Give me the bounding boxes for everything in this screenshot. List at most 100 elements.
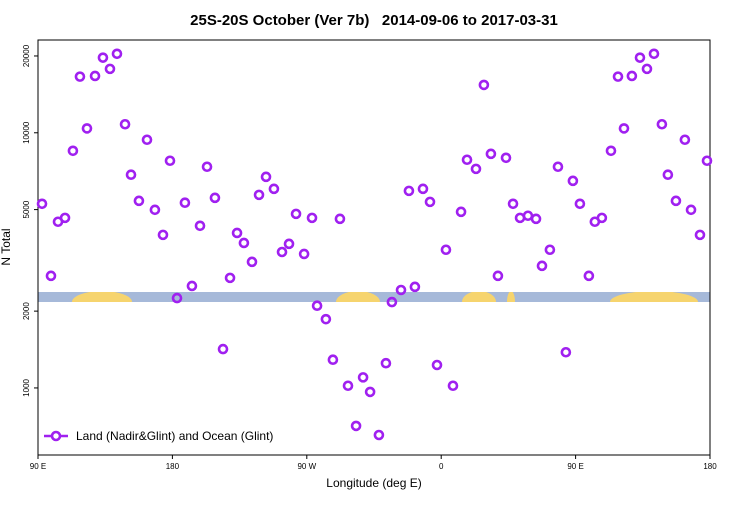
data-point [311,300,323,312]
y-tick-label: 5000 [22,200,31,218]
data-point [447,380,459,392]
data-point [596,212,608,224]
data-point [431,359,443,371]
data-point [260,171,272,183]
data-point [679,134,691,146]
data-point [81,123,93,134]
data-point [380,357,392,369]
data-point [440,244,452,256]
data-point [648,48,660,60]
data-point [560,346,572,358]
data-point [276,246,288,258]
data-point [409,281,421,293]
land-patch [610,292,698,302]
data-point [283,238,295,250]
data-point [290,208,302,220]
data-point [670,195,682,207]
data-point [507,198,519,210]
data-point [656,118,668,130]
data-point [641,63,653,75]
data-point [685,204,697,216]
data-point [253,189,265,201]
x-axis-label: Longitude (deg E) [326,476,421,490]
data-point [605,145,617,157]
data-point [364,386,376,398]
data-point [662,169,674,181]
data-point [157,229,169,241]
plot-frame [37,39,711,456]
data-point [530,213,542,225]
data-point [626,70,638,82]
data-point [320,313,332,325]
y-tick-label: 10000 [22,121,31,144]
data-point [171,292,183,304]
data-point [417,183,429,195]
data-point [179,197,191,209]
data-point [552,161,564,173]
data-point [125,169,137,181]
x-tick-label: 90 E [567,462,583,471]
land-patch [507,292,515,302]
data-point [492,270,504,282]
data-point [357,372,369,383]
data-point [536,260,548,272]
data-point [485,148,497,160]
x-tick-label: 180 [703,462,717,471]
y-tick-label: 20000 [22,44,31,67]
data-point [194,220,206,232]
data-point [298,248,310,260]
data-point [59,212,71,224]
data-point [386,296,398,308]
data-point [350,420,362,432]
land-patch [336,292,380,302]
data-point [164,155,176,167]
data-point [209,192,221,204]
land-patch [462,292,496,302]
land-patch [72,292,132,302]
data-point [104,63,116,75]
y-axis-label: N Total [0,228,13,265]
data-point [186,280,198,292]
data-point [45,270,57,282]
legend-marker [50,430,62,442]
data-point [74,71,86,82]
data-point [634,52,646,63]
data-point [342,380,354,392]
data-point [500,152,512,164]
data-point [327,354,339,366]
data-point [67,145,79,157]
data-point [424,196,436,208]
data-point [583,270,595,282]
data-point [403,185,415,197]
data-point [268,183,280,195]
data-point [111,48,123,60]
data-point [246,256,258,268]
data-point [217,343,229,355]
chart-title: 25S-20S October (Ver 7b) 2014-09-06 to 2… [190,12,558,29]
data-point [97,52,109,63]
data-point [567,175,579,187]
data-point [478,79,490,91]
data-point [461,154,473,166]
y-tick-label: 2000 [22,302,31,320]
data-point [470,163,482,175]
data-point [701,155,713,167]
x-tick-label: 180 [166,462,180,471]
x-tick-label: 0 [439,462,444,471]
data-point [574,198,586,210]
data-point [141,134,153,146]
data-point [373,429,385,441]
legend-label: Land (Nadir&Glint) and Ocean (Glint) [76,429,273,443]
data-point [544,244,556,256]
data-point [306,212,318,224]
data-point [224,272,236,284]
data-point [612,71,624,82]
x-tick-label: 90 E [30,462,46,471]
data-point [201,161,213,173]
data-point [334,213,346,225]
y-tick-label: 1000 [22,378,31,396]
data-point [618,123,630,134]
data-point [119,118,131,130]
